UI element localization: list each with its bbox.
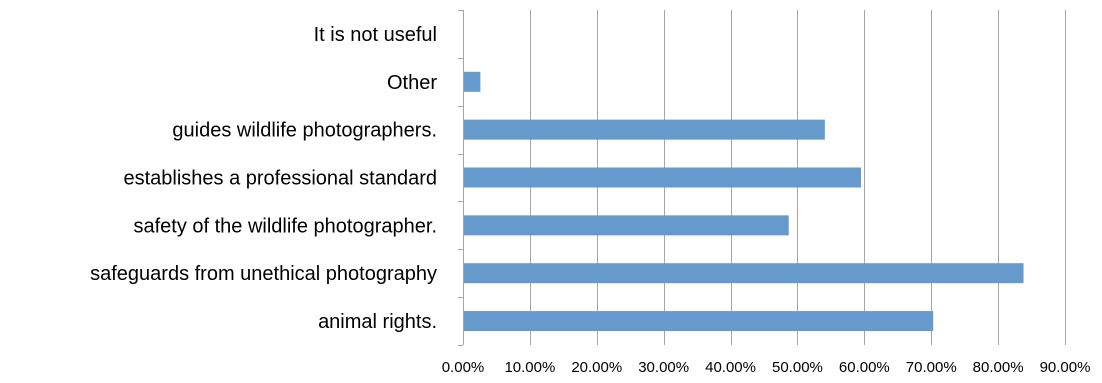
- x-tick-label: 70.00%: [906, 359, 957, 376]
- category-label: guides wildlife photographers.: [172, 120, 437, 142]
- x-tick-label: 0.00%: [442, 359, 485, 376]
- x-tick-label: 40.00%: [705, 359, 756, 376]
- x-tick-label: 30.00%: [638, 359, 689, 376]
- bar: [464, 71, 481, 92]
- category-label: safety of the wildlife photographer.: [133, 215, 437, 237]
- bar: [464, 263, 1024, 284]
- bar: [464, 311, 934, 332]
- x-tick-label: 10.00%: [504, 359, 555, 376]
- x-tick-label: 20.00%: [571, 359, 622, 376]
- category-label: establishes a professional standard: [123, 168, 437, 190]
- x-tick-label: 50.00%: [772, 359, 823, 376]
- x-tick-label: 60.00%: [839, 359, 890, 376]
- bar: [464, 167, 861, 188]
- bar: [464, 119, 825, 140]
- x-tick-label: 80.00%: [973, 359, 1024, 376]
- x-tick-label: 90.00%: [1040, 359, 1091, 376]
- category-label: It is not useful: [314, 24, 437, 46]
- bar: [464, 215, 789, 236]
- category-label: Other: [387, 72, 437, 94]
- category-label: safeguards from unethical photography: [90, 263, 437, 285]
- category-label: animal rights.: [318, 311, 437, 333]
